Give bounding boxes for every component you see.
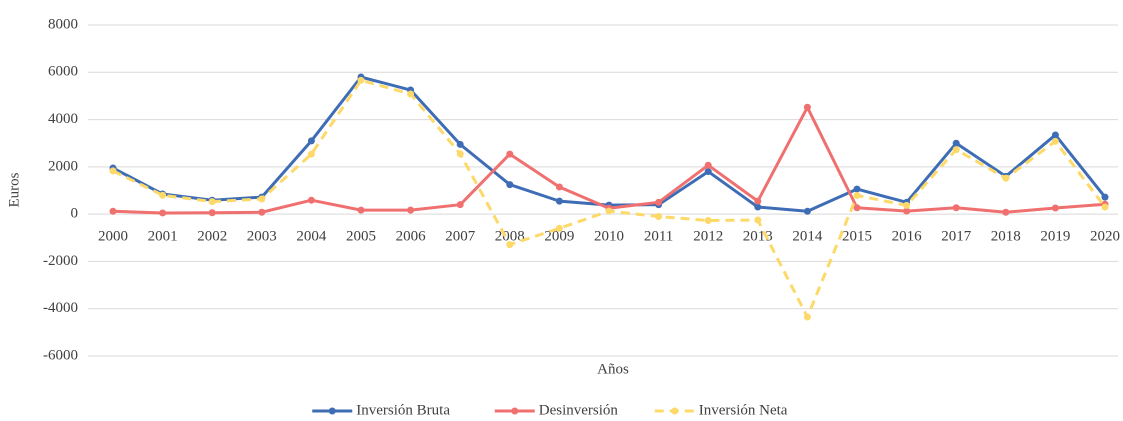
y-tick-label: 4000 <box>48 111 78 127</box>
legend-marker <box>511 407 519 415</box>
legend-label: Desinversión <box>539 402 619 418</box>
y-tick-label: -2000 <box>43 253 78 269</box>
y-tick-label: 8000 <box>48 16 78 32</box>
data-point <box>456 150 464 158</box>
data-point <box>159 191 167 199</box>
x-tick-label: 2010 <box>594 229 624 245</box>
data-point <box>853 185 861 193</box>
x-tick-label: 2014 <box>792 229 823 245</box>
data-point <box>803 103 811 111</box>
y-tick-label: 0 <box>71 206 79 222</box>
y-tick-label: -6000 <box>43 347 78 363</box>
data-point <box>704 217 712 225</box>
data-point <box>357 206 365 214</box>
x-tick-label: 2004 <box>296 229 327 245</box>
data-point <box>307 150 315 158</box>
x-tick-label: 2009 <box>544 229 574 245</box>
data-point <box>109 207 117 215</box>
data-point <box>506 241 514 249</box>
data-point <box>952 146 960 154</box>
data-point <box>506 181 514 189</box>
data-point <box>655 198 663 206</box>
x-tick-label: 2001 <box>148 229 178 245</box>
data-point <box>704 168 712 176</box>
data-point <box>853 191 861 199</box>
data-point <box>655 213 663 221</box>
legend-marker <box>671 407 679 415</box>
data-point <box>159 209 167 217</box>
data-point <box>952 204 960 212</box>
x-tick-label: 2020 <box>1090 229 1120 245</box>
data-point <box>903 207 911 215</box>
data-point <box>952 139 960 147</box>
x-tick-label: 2012 <box>693 229 723 245</box>
data-point <box>258 195 266 203</box>
data-point <box>1051 204 1059 212</box>
data-point <box>307 137 315 145</box>
data-point <box>208 198 216 206</box>
data-point <box>456 201 464 209</box>
data-point <box>754 197 762 205</box>
data-point <box>1101 193 1109 201</box>
x-tick-label: 2002 <box>197 229 227 245</box>
data-point <box>208 209 216 217</box>
data-point <box>754 203 762 211</box>
data-point <box>1002 208 1010 216</box>
data-point <box>555 183 563 191</box>
x-tick-label: 2007 <box>445 229 476 245</box>
x-tick-label: 2013 <box>743 229 773 245</box>
data-point <box>704 161 712 169</box>
data-point <box>357 76 365 84</box>
legend-label: Inversión Neta <box>699 402 788 418</box>
data-point <box>407 206 415 214</box>
data-point <box>555 224 563 232</box>
x-tick-label: 2011 <box>644 229 673 245</box>
data-point <box>258 208 266 216</box>
x-tick-label: 2006 <box>396 229 427 245</box>
legend-label: Inversión Bruta <box>356 402 450 418</box>
data-point <box>754 216 762 224</box>
x-tick-label: 2000 <box>98 229 128 245</box>
data-point <box>1101 203 1109 211</box>
data-point <box>555 197 563 205</box>
y-tick-label: -4000 <box>43 300 78 316</box>
x-tick-label: 2016 <box>892 229 923 245</box>
x-tick-label: 2019 <box>1040 229 1070 245</box>
y-axis-title: Euros <box>6 172 22 207</box>
x-tick-label: 2015 <box>842 229 872 245</box>
x-tick-label: 2018 <box>991 229 1021 245</box>
y-tick-label: 2000 <box>48 158 78 174</box>
data-point <box>1051 131 1059 139</box>
data-point <box>407 90 415 98</box>
data-point <box>109 167 117 175</box>
data-point <box>803 207 811 215</box>
data-point <box>1051 137 1059 145</box>
data-point <box>456 140 464 148</box>
data-point <box>605 207 613 215</box>
data-point <box>903 201 911 209</box>
y-tick-label: 6000 <box>48 64 78 80</box>
data-point <box>307 196 315 204</box>
data-point <box>803 313 811 321</box>
data-point <box>1002 174 1010 182</box>
x-axis-title: Años <box>597 361 629 377</box>
data-point <box>853 204 861 212</box>
legend-marker <box>328 407 336 415</box>
x-tick-label: 2017 <box>941 229 972 245</box>
x-tick-label: 2003 <box>247 229 277 245</box>
data-point <box>506 150 514 158</box>
x-tick-label: 2005 <box>346 229 376 245</box>
